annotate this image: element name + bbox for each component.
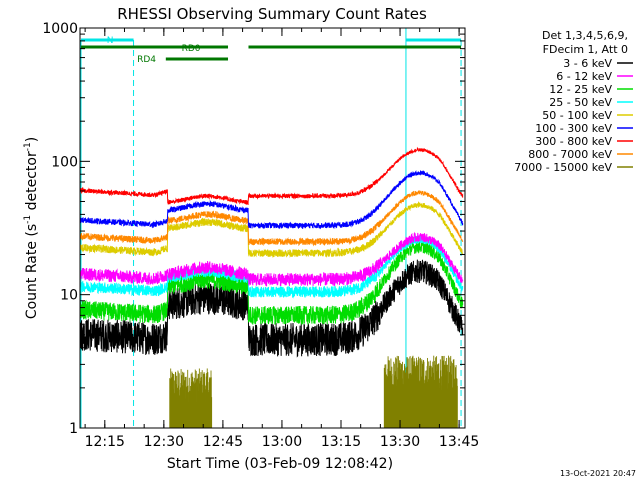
legend-entry: 25 - 50 keV [549, 96, 612, 109]
x-tick-label: 13:00 [262, 434, 302, 450]
legend-entry: 6 - 12 keV [556, 70, 612, 83]
y-label-sup1: -1 [23, 215, 33, 224]
chart-title: RHESSI Observing Summary Count Rates [117, 5, 427, 23]
plot-frame [79, 27, 466, 429]
legend: Det 1,3,4,5,6,9,FDecim 1, Att 03 - 6 keV… [514, 29, 633, 174]
series-6 [79, 146, 464, 206]
x-tick-label: 13:15 [321, 434, 361, 450]
y-label-sup2: -1 [23, 142, 33, 151]
series-layer [79, 146, 464, 428]
ticks-layer: 12:15 12:30 12:45 13:00 13:15 13:30 13:45 1 10 10… [42, 21, 479, 450]
x-tick-label: 12:45 [203, 434, 243, 450]
series-1 [79, 231, 464, 287]
legend-entry: 800 - 7000 keV [528, 148, 612, 161]
rd0-flag-label: RD0 [182, 44, 201, 54]
x-tick-label: 13:45 [439, 434, 479, 450]
x-axis-label: Start Time (03-Feb-09 12:08:42) [167, 456, 393, 472]
series-2 [79, 239, 464, 325]
y-tick-label: 10 [60, 288, 78, 304]
legend-entry: 12 - 25 keV [549, 83, 612, 96]
x-tick-label: 12:30 [144, 434, 184, 450]
series-5 [79, 169, 464, 230]
night-flag-label: N [107, 36, 114, 46]
legend-entry: 3 - 6 keV [563, 57, 612, 70]
y-label-part-mid: detector [24, 151, 40, 215]
series-8 [169, 355, 458, 428]
legend-header: Det 1,3,4,5,6,9, [542, 29, 628, 42]
timestamp: 13-Oct-2021 20:47 [560, 469, 636, 478]
y-tick-label: 100 [51, 154, 78, 170]
series-7 [79, 190, 464, 247]
legend-entry: 300 - 800 keV [535, 135, 612, 148]
series-0 [79, 259, 464, 358]
legend-entry: 50 - 100 keV [542, 109, 612, 122]
legend-entry: 7000 - 15000 keV [514, 161, 612, 174]
y-label-part-end: ) [24, 137, 40, 142]
y-label-part-main: Count Rate (s [24, 224, 40, 319]
y-tick-label: 1000 [42, 21, 78, 37]
series-4 [79, 201, 464, 258]
y-axis-label: Count Rate (s-1 detector-1) [23, 137, 40, 319]
x-tick-label: 13:30 [380, 434, 420, 450]
rd4-flag-label: RD4 [137, 55, 156, 65]
legend-header: FDecim 1, Att 0 [543, 43, 628, 56]
x-tick-label: 12:15 [85, 434, 125, 450]
y-tick-label: 1 [69, 421, 78, 437]
flags-layer: N RD0 RD4 [80, 28, 462, 428]
legend-entry: 100 - 300 keV [535, 122, 612, 135]
